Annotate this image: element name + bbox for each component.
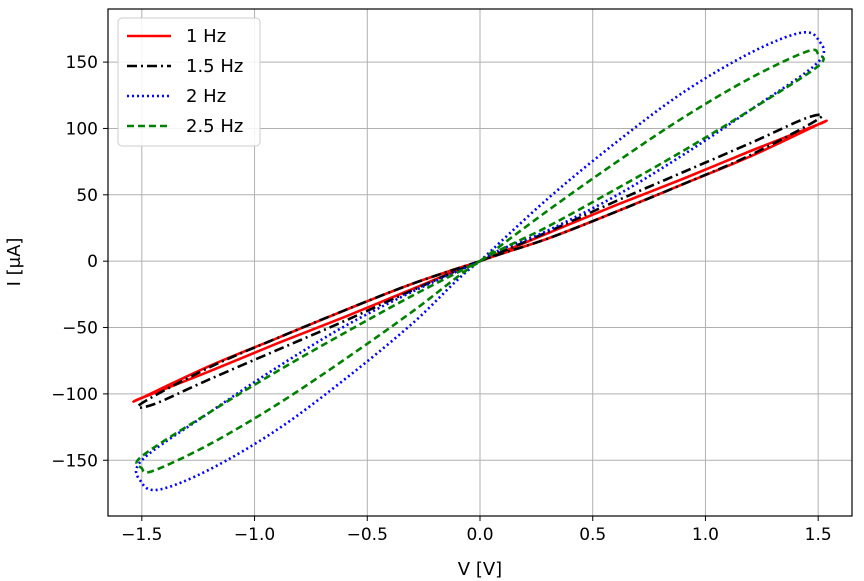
legend-entry-2hz: 2 Hz (127, 86, 226, 107)
y-tick-label: 50 (76, 186, 98, 206)
x-axis-ticks: −1.5 −1.0 −0.5 0.0 0.5 1.0 1.5 (121, 516, 832, 545)
y-tick-label: −50 (62, 319, 98, 339)
y-tick-label: 0 (87, 252, 98, 272)
series-line-2-5-hz (135, 48, 825, 474)
legend-label-2hz: 2 Hz (186, 86, 226, 107)
legend-entry-1hz: 1 Hz (127, 26, 226, 47)
y-tick-label: −150 (51, 451, 98, 471)
x-tick-label: 0.0 (466, 525, 493, 545)
x-tick-label: −1.5 (121, 525, 162, 545)
y-tick-label: 100 (66, 119, 98, 139)
legend: 1 Hz 1.5 Hz 2 Hz 2.5 Hz (117, 17, 261, 147)
legend-entry-1-5hz: 1.5 Hz (127, 56, 243, 77)
legend-box (117, 17, 261, 147)
legend-entry-2-5hz: 2.5 Hz (127, 116, 243, 137)
x-tick-label: 1.5 (805, 525, 832, 545)
x-tick-label: 0.5 (579, 525, 606, 545)
y-axis-ticks: −150 −100 −50 0 50 100 150 (51, 53, 108, 471)
legend-label-1hz: 1 Hz (186, 26, 226, 47)
x-tick-label: 1.0 (692, 525, 719, 545)
series-group (132, 31, 828, 492)
y-tick-label: −100 (51, 385, 98, 405)
legend-label-2-5hz: 2.5 Hz (186, 116, 243, 137)
x-tick-label: −0.5 (347, 525, 388, 545)
y-tick-label: 150 (66, 53, 98, 73)
y-axis-label: I [μA] (4, 238, 25, 287)
x-axis-label: V [V] (458, 559, 502, 580)
legend-label-1-5hz: 1.5 Hz (186, 56, 243, 77)
x-tick-label: −1.0 (234, 525, 275, 545)
